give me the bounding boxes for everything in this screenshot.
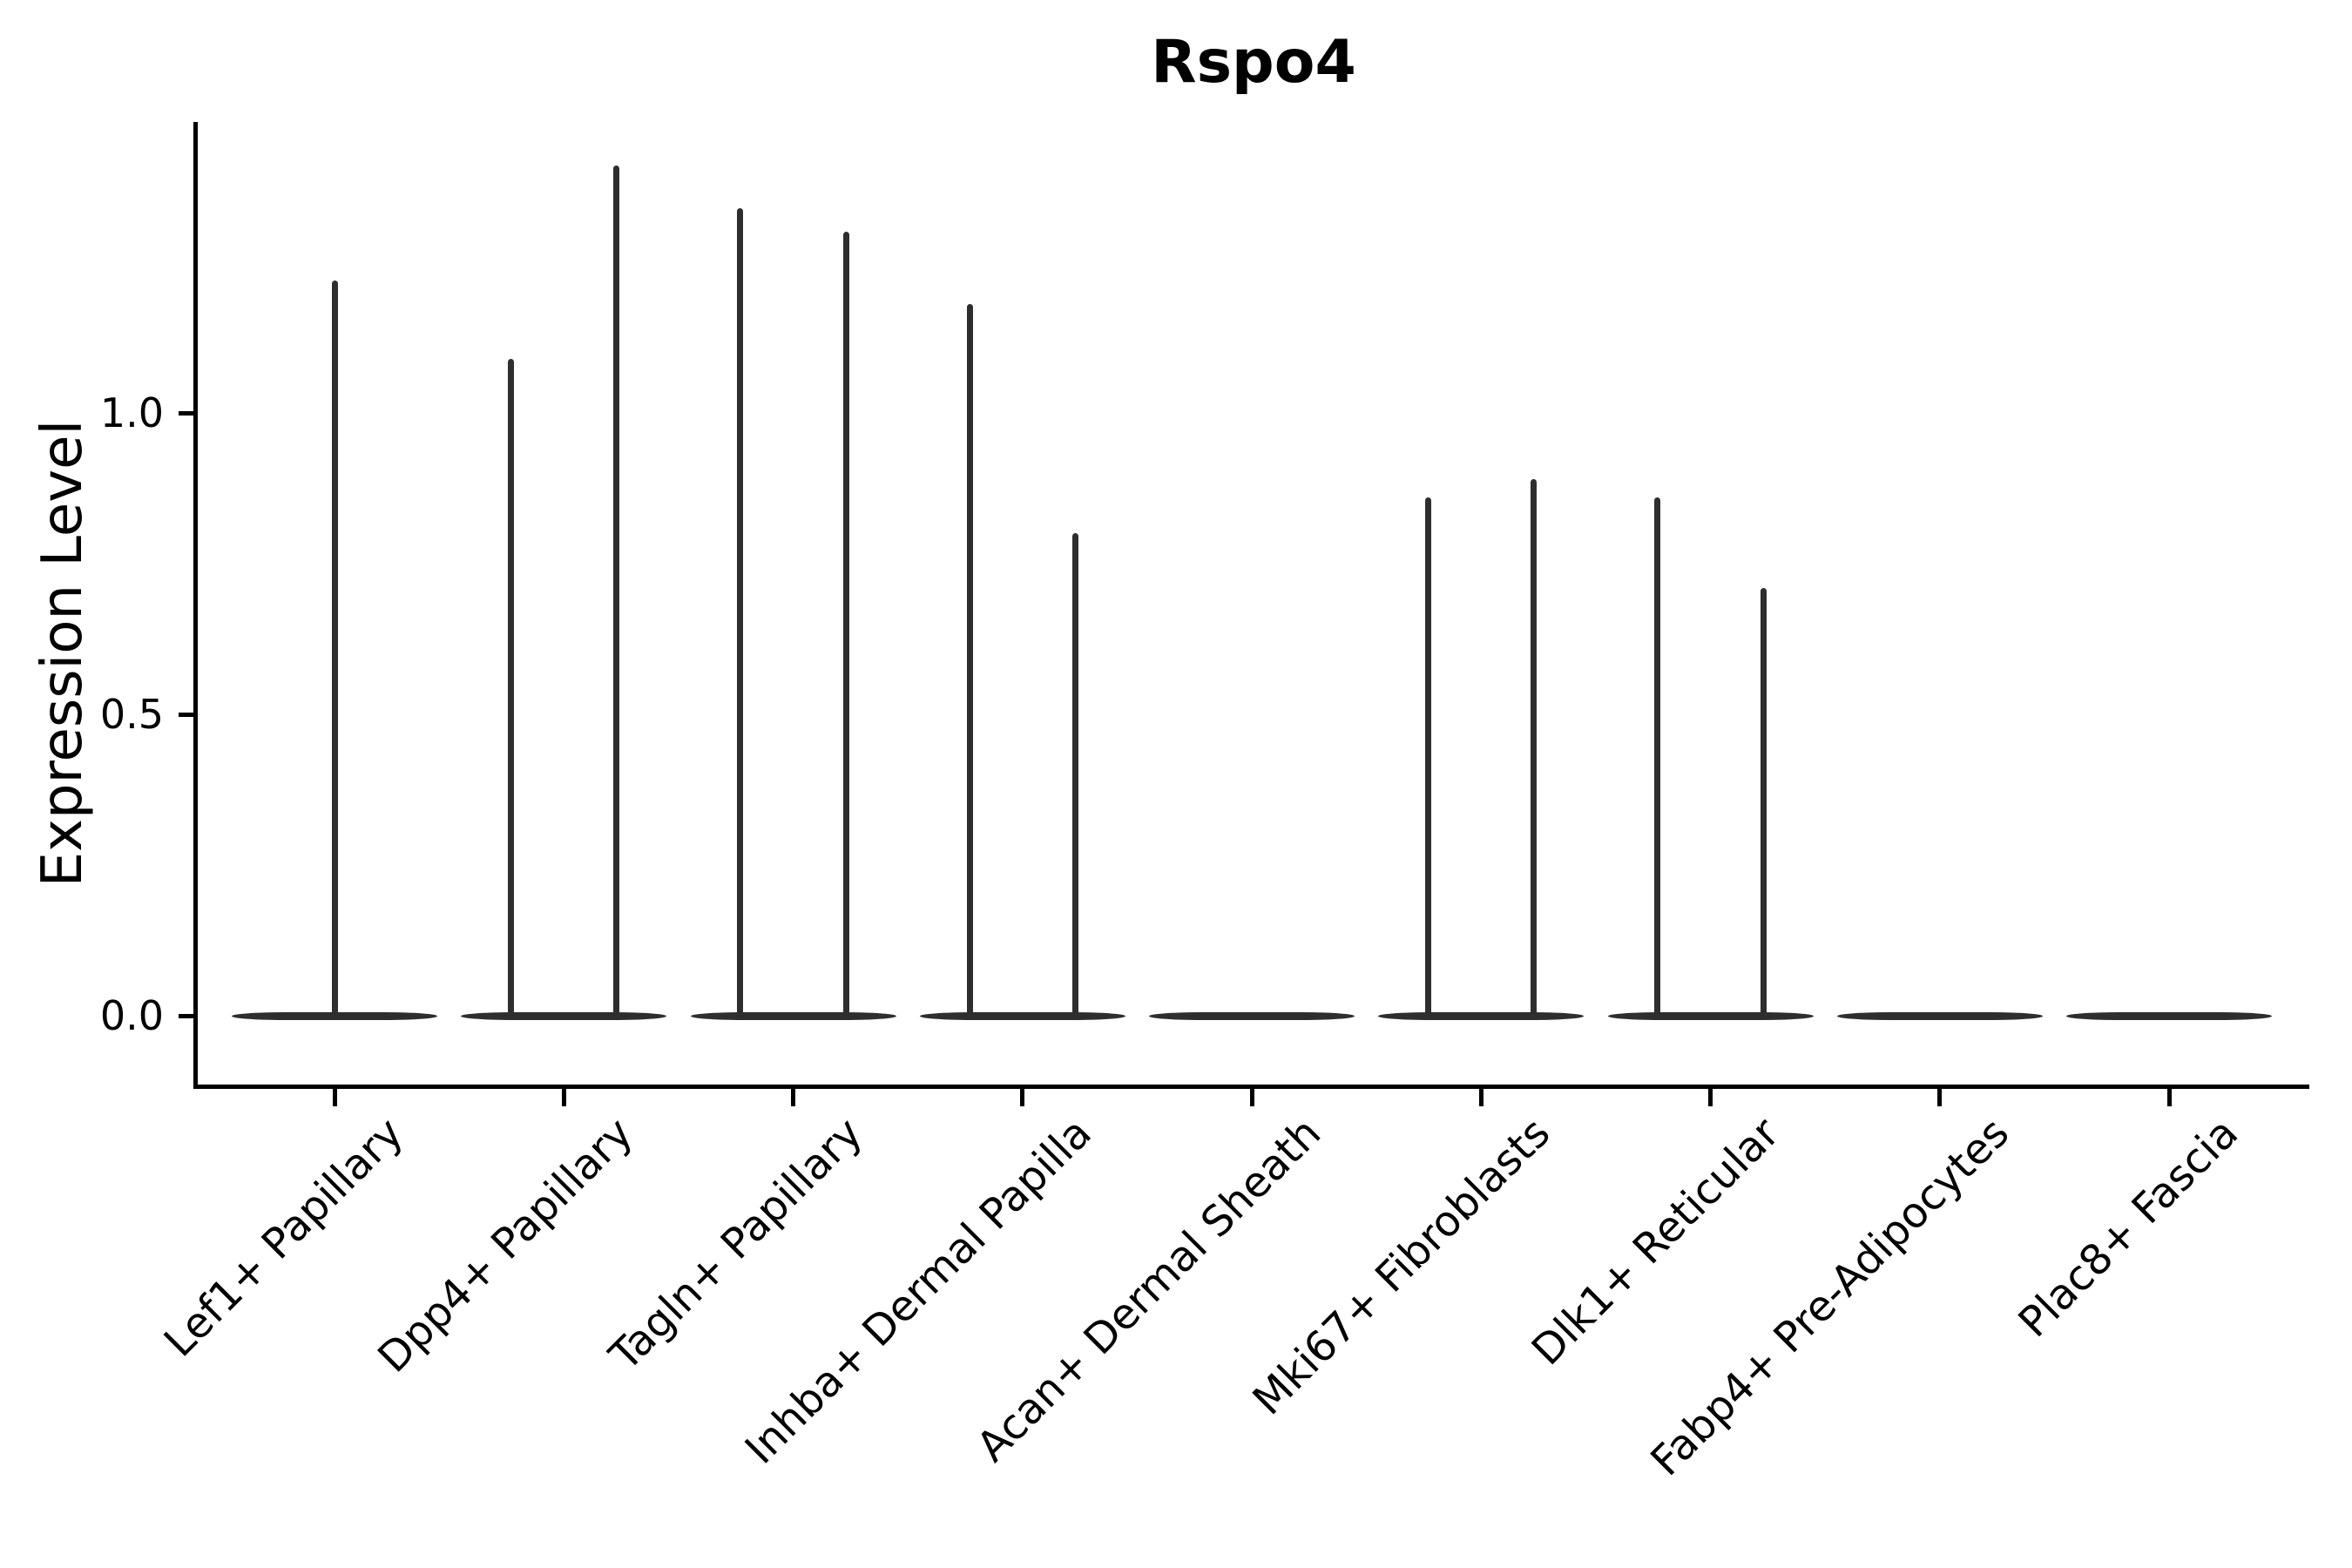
chart-title: Rspo4 bbox=[1151, 28, 1356, 97]
x-tick-label: Tagln+ Papillary bbox=[600, 1108, 872, 1381]
violin-base bbox=[1836, 1011, 2043, 1020]
violin-spike bbox=[1531, 479, 1538, 1017]
violin-base bbox=[1149, 1011, 1355, 1020]
x-tick-mark bbox=[1478, 1089, 1484, 1106]
y-tick-label: 0.5 bbox=[99, 691, 164, 738]
violin-base bbox=[461, 1011, 667, 1020]
violin-base bbox=[1378, 1011, 1585, 1020]
violin-spike bbox=[331, 280, 338, 1017]
y-tick-mark bbox=[179, 410, 198, 416]
y-tick-mark bbox=[179, 712, 198, 717]
y-tick-label: 1.0 bbox=[99, 389, 164, 436]
x-tick-label: Dlk1+ Reticular bbox=[1523, 1108, 1789, 1375]
violin-spike bbox=[1760, 587, 1767, 1017]
x-tick-mark bbox=[1708, 1089, 1713, 1106]
violin-spike bbox=[1071, 533, 1078, 1017]
y-axis-label: Expression Level bbox=[30, 419, 95, 888]
violin-spike bbox=[1425, 497, 1432, 1017]
y-tick-mark bbox=[179, 1013, 198, 1018]
violin-spike bbox=[613, 166, 620, 1017]
violin-spike bbox=[737, 207, 744, 1017]
violin-spike bbox=[842, 232, 849, 1017]
y-tick-label: 0.0 bbox=[99, 992, 164, 1039]
violin-spike bbox=[1654, 497, 1661, 1017]
x-tick-mark bbox=[791, 1089, 795, 1106]
x-tick-mark bbox=[2166, 1089, 2172, 1106]
y-axis-spine bbox=[193, 122, 198, 1089]
x-tick-label: Plac8+ Fascia bbox=[2009, 1108, 2248, 1348]
violin-spike bbox=[966, 304, 973, 1017]
x-tick-mark bbox=[561, 1089, 566, 1106]
x-tick-mark bbox=[1020, 1089, 1025, 1106]
x-tick-label: Lef1+ Papillary bbox=[155, 1108, 414, 1367]
violin-base bbox=[1607, 1011, 1814, 1020]
x-axis-spine bbox=[193, 1085, 2309, 1089]
violin-base bbox=[690, 1011, 896, 1020]
x-tick-mark bbox=[1937, 1089, 1943, 1106]
violin-spike bbox=[508, 358, 515, 1017]
x-tick-mark bbox=[1249, 1089, 1254, 1106]
violin-base bbox=[2066, 1011, 2272, 1020]
violin-base bbox=[919, 1011, 1125, 1020]
x-tick-label: Dpp4+ Papillary bbox=[368, 1108, 643, 1382]
x-tick-mark bbox=[332, 1089, 337, 1106]
